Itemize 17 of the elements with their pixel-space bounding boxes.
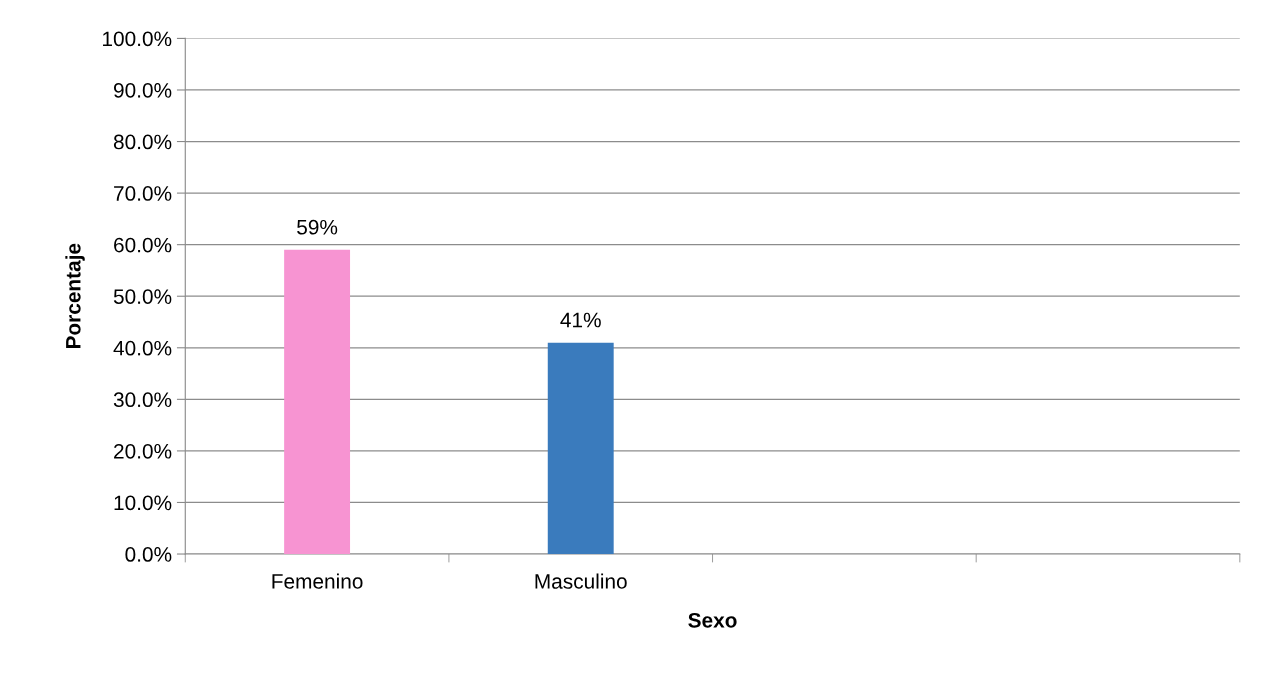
y-tick-label: 0.0% [125, 547, 172, 562]
data-label: 41% [560, 312, 601, 328]
y-tick-label: 20.0% [114, 443, 172, 459]
x-axis-title: Sexo [688, 612, 737, 628]
data-label: 59% [297, 219, 338, 235]
x-tick-label: Femenino [272, 573, 363, 589]
y-axis-title: Porcentaje [65, 243, 85, 349]
y-tick-label: 90.0% [113, 82, 172, 98]
y-tick-label: 60.0% [114, 237, 172, 253]
y-tick-label: 10.0% [114, 495, 172, 511]
x-tick-label: Masculino [535, 573, 627, 589]
y-tick-label: 30.0% [113, 392, 172, 408]
y-tick-label: 100.0% [103, 31, 172, 47]
y-tick-label: 50.0% [113, 289, 172, 304]
y-tick-label: 80.0% [113, 134, 172, 150]
y-tick-label: 40.0% [113, 340, 172, 356]
y-tick-label: 70.0% [114, 186, 172, 201]
